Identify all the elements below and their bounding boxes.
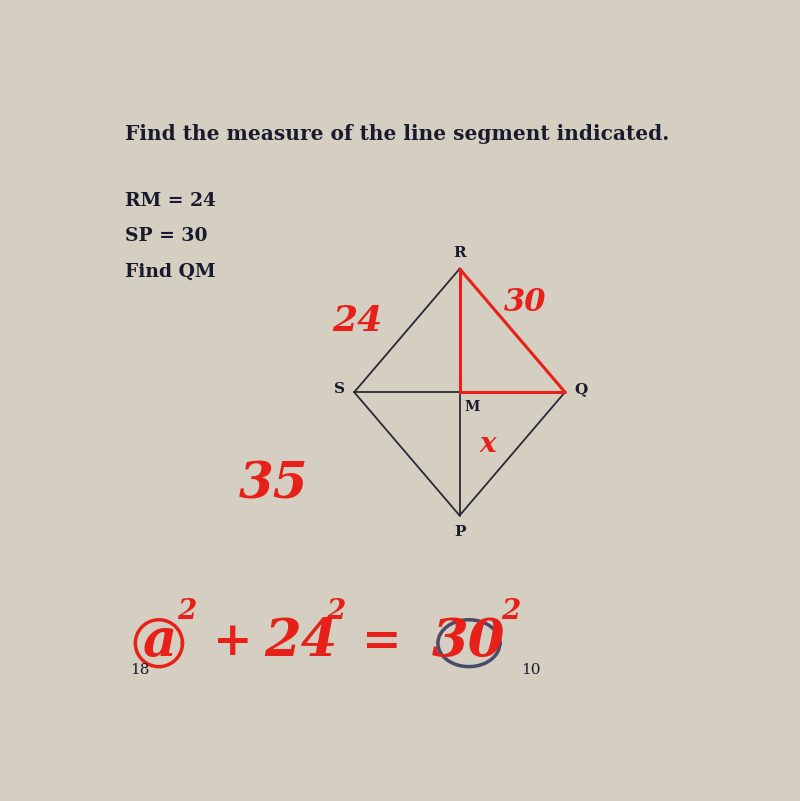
Text: Q: Q: [574, 382, 587, 396]
Text: 35: 35: [239, 461, 308, 509]
Text: 10: 10: [521, 662, 541, 677]
Text: Find the measure of the line segment indicated.: Find the measure of the line segment ind…: [125, 124, 669, 144]
Text: 18: 18: [130, 662, 150, 677]
Text: P: P: [454, 525, 466, 539]
Text: RM = 24: RM = 24: [125, 191, 216, 210]
Text: 2: 2: [502, 598, 521, 625]
Text: M: M: [465, 400, 480, 413]
Text: +: +: [214, 619, 253, 665]
Text: 30: 30: [503, 288, 546, 318]
Text: 24: 24: [265, 617, 338, 667]
Text: R: R: [454, 246, 466, 260]
Text: =: =: [362, 619, 402, 665]
Text: x: x: [479, 431, 496, 458]
Text: 30: 30: [432, 617, 506, 667]
Text: SP = 30: SP = 30: [125, 227, 207, 245]
Text: 2: 2: [177, 598, 197, 625]
Text: S: S: [334, 382, 345, 396]
Text: Find QM: Find QM: [125, 264, 215, 281]
Text: 24: 24: [332, 304, 382, 338]
Text: 2: 2: [326, 598, 346, 625]
Text: a: a: [142, 617, 176, 667]
